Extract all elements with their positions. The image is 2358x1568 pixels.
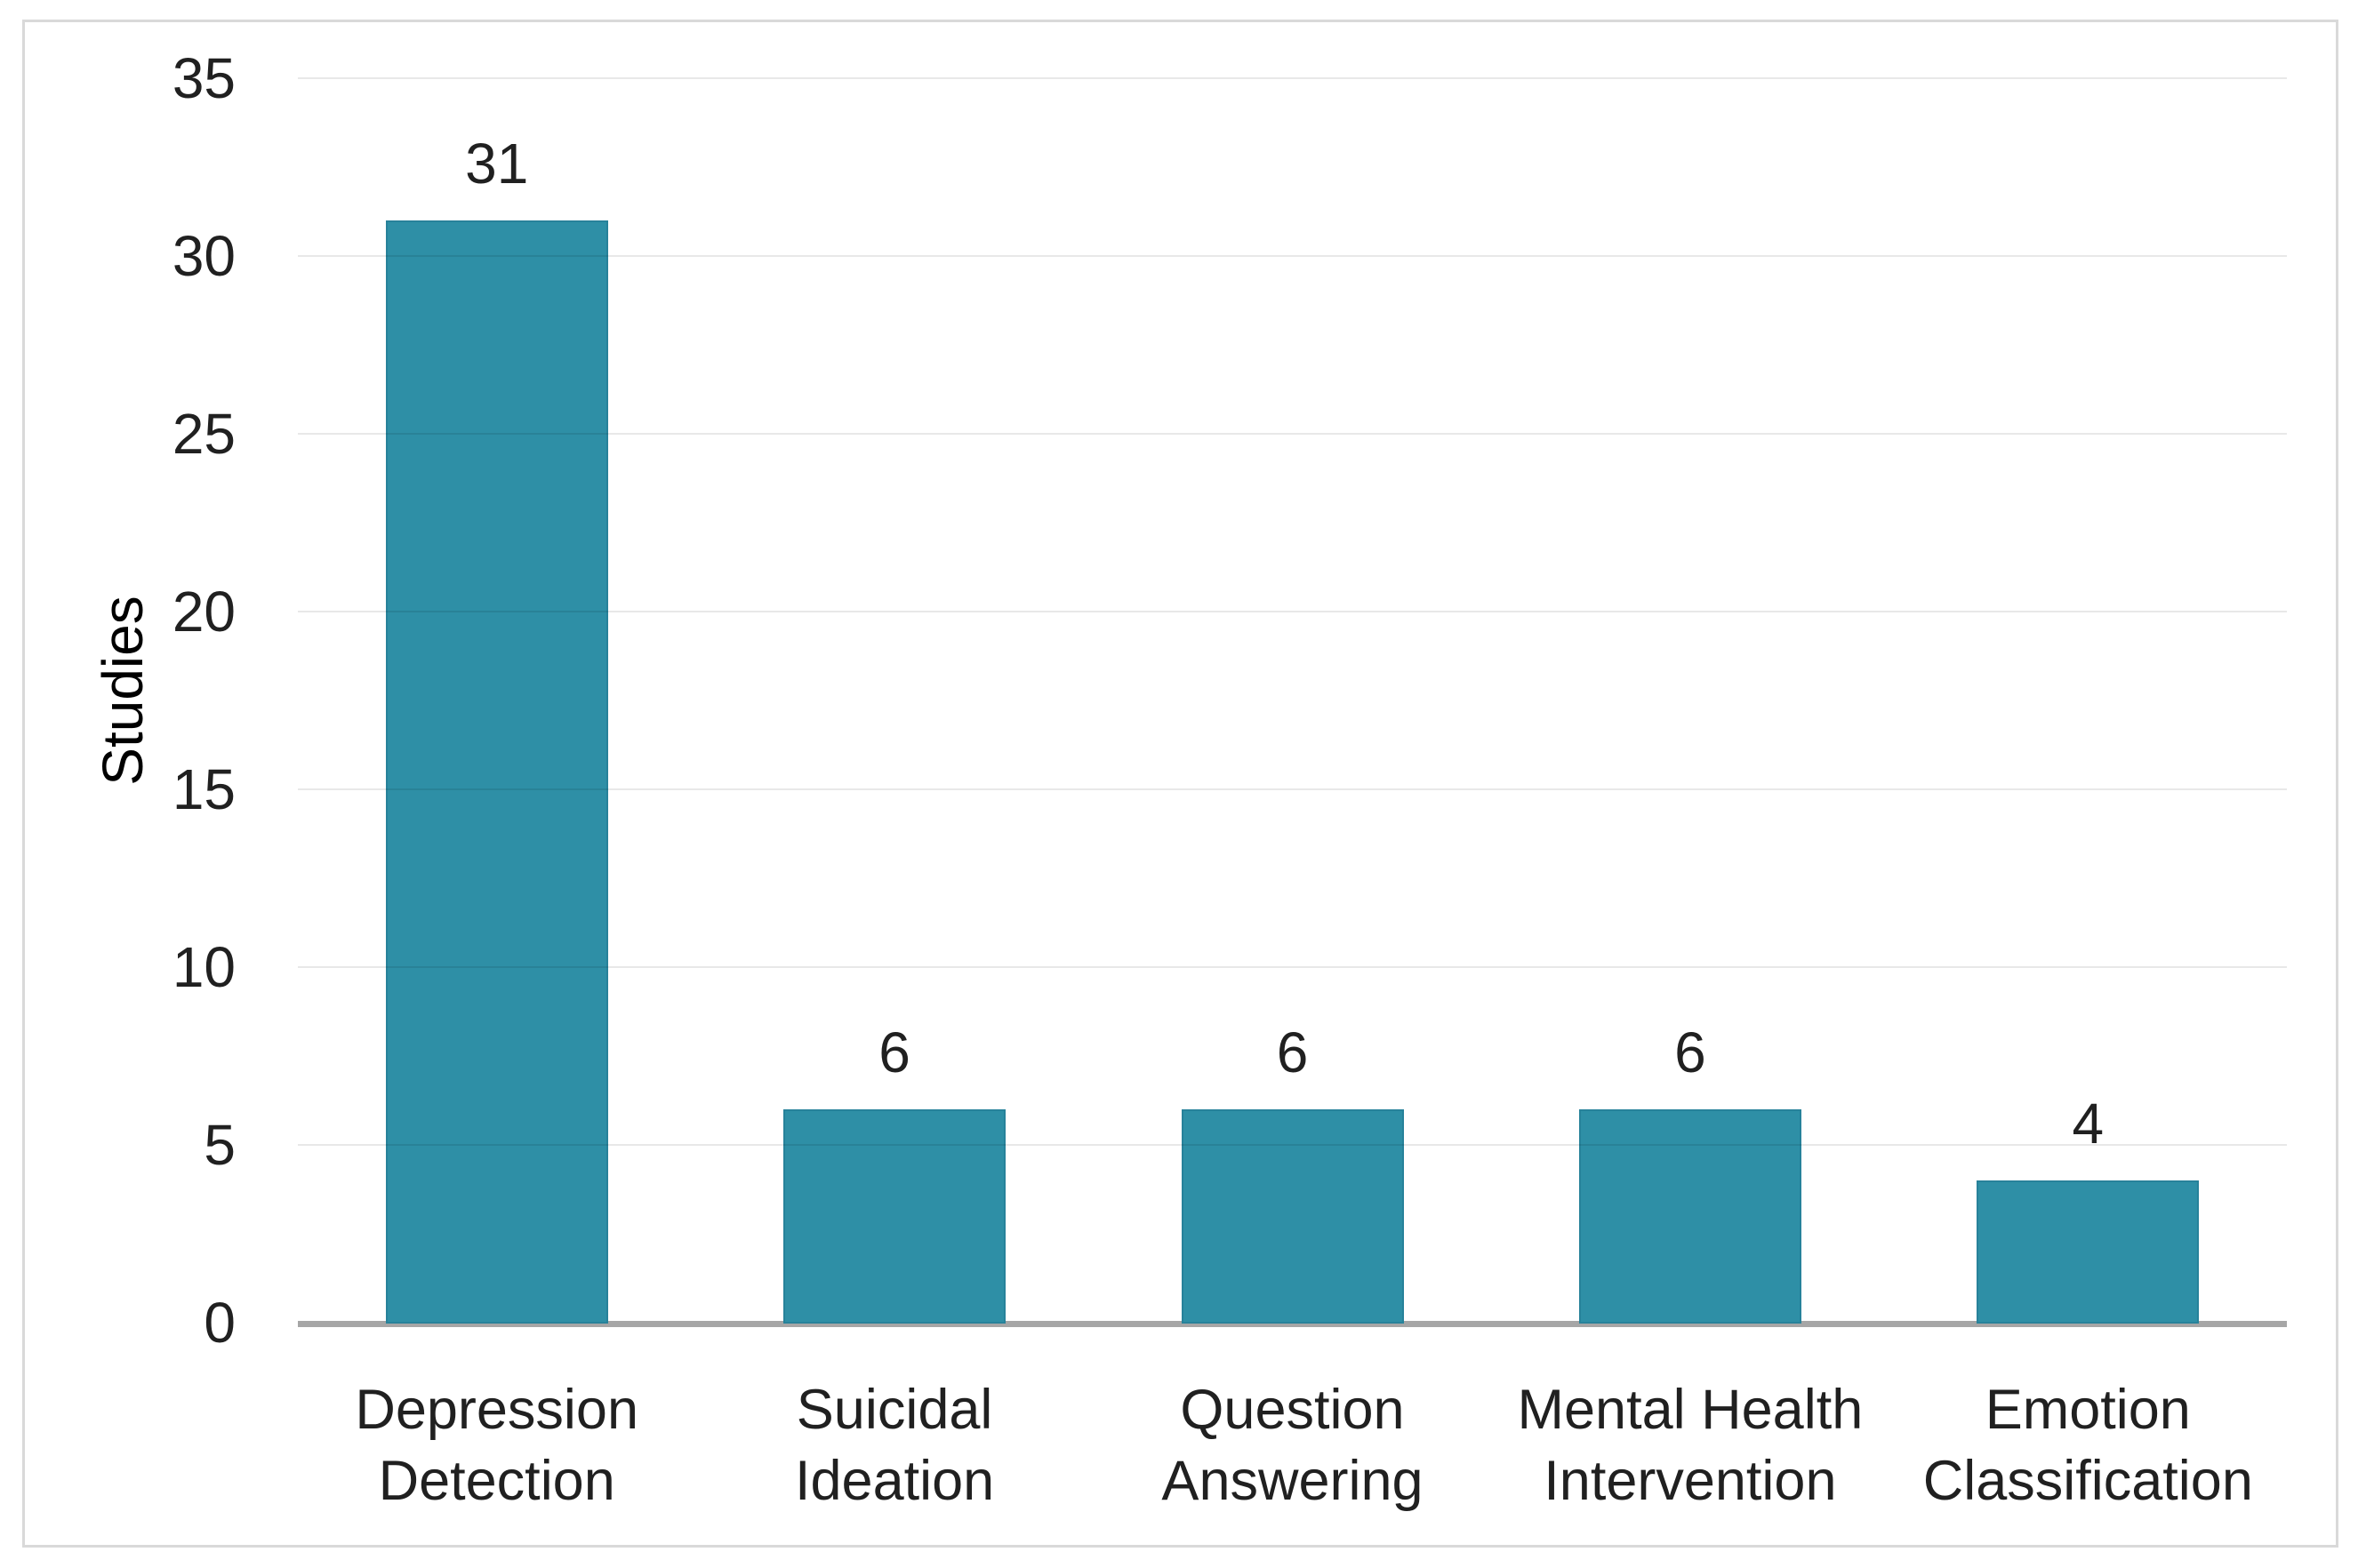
gridline-15 xyxy=(298,788,2287,790)
bar-value-label-question-answering: 6 xyxy=(1276,1020,1309,1084)
bar-depression-detection xyxy=(385,220,608,1324)
x-category-label-line: Ideation xyxy=(794,1450,995,1512)
x-category-label-question-answering: Question Answering xyxy=(1088,1374,1497,1516)
y-tick-label-20: 20 xyxy=(172,580,236,644)
y-tick-label-30: 30 xyxy=(172,224,236,288)
bar-mental-health-intervention xyxy=(1578,1109,1801,1324)
y-tick-label-0: 0 xyxy=(204,1291,236,1355)
bar-suicidal-ideation xyxy=(783,1109,1007,1324)
x-category-label-line: Intervention xyxy=(1544,1450,1837,1512)
y-tick-label-15: 15 xyxy=(172,757,236,821)
y-tick-label-10: 10 xyxy=(172,935,236,999)
x-category-label-line: Detection xyxy=(378,1450,615,1512)
x-category-label-line: Suicidal xyxy=(796,1379,993,1441)
bar-question-answering xyxy=(1181,1109,1404,1324)
bar-value-label-depression-detection: 31 xyxy=(465,132,529,196)
x-category-label-line: Mental Health xyxy=(1517,1379,1864,1441)
bar-value-label-suicidal-ideation: 6 xyxy=(878,1020,910,1084)
bar-emotion-classification xyxy=(1977,1180,2200,1324)
x-category-label-mental-health-intervention: Mental Health Intervention xyxy=(1486,1374,1895,1516)
x-category-label-line: Answering xyxy=(1161,1450,1424,1512)
gridline-30 xyxy=(298,255,2287,257)
gridline-10 xyxy=(298,966,2287,968)
x-category-label-line: Question xyxy=(1180,1379,1405,1441)
y-tick-label-25: 25 xyxy=(172,402,236,466)
bar-value-label-mental-health-intervention: 6 xyxy=(1674,1020,1706,1084)
y-tick-label-5: 5 xyxy=(204,1113,236,1177)
x-category-label-suicidal-ideation: Suicidal Ideation xyxy=(690,1374,1099,1516)
gridline-25 xyxy=(298,433,2287,435)
gridline-20 xyxy=(298,611,2287,612)
bar-value-label-emotion-classification: 4 xyxy=(2072,1092,2105,1156)
x-category-label-line: Emotion xyxy=(1985,1379,2191,1441)
x-category-label-line: Classification xyxy=(1922,1450,2253,1512)
x-category-label-line: Depression xyxy=(355,1379,639,1441)
y-tick-label-35: 35 xyxy=(172,46,236,110)
x-category-label-emotion-classification: Emotion Classification xyxy=(1883,1374,2292,1516)
x-category-label-depression-detection: Depression Detection xyxy=(293,1374,702,1516)
gridline-35 xyxy=(298,77,2287,79)
x-axis-line xyxy=(298,1321,2287,1327)
gridline-5 xyxy=(298,1144,2287,1146)
